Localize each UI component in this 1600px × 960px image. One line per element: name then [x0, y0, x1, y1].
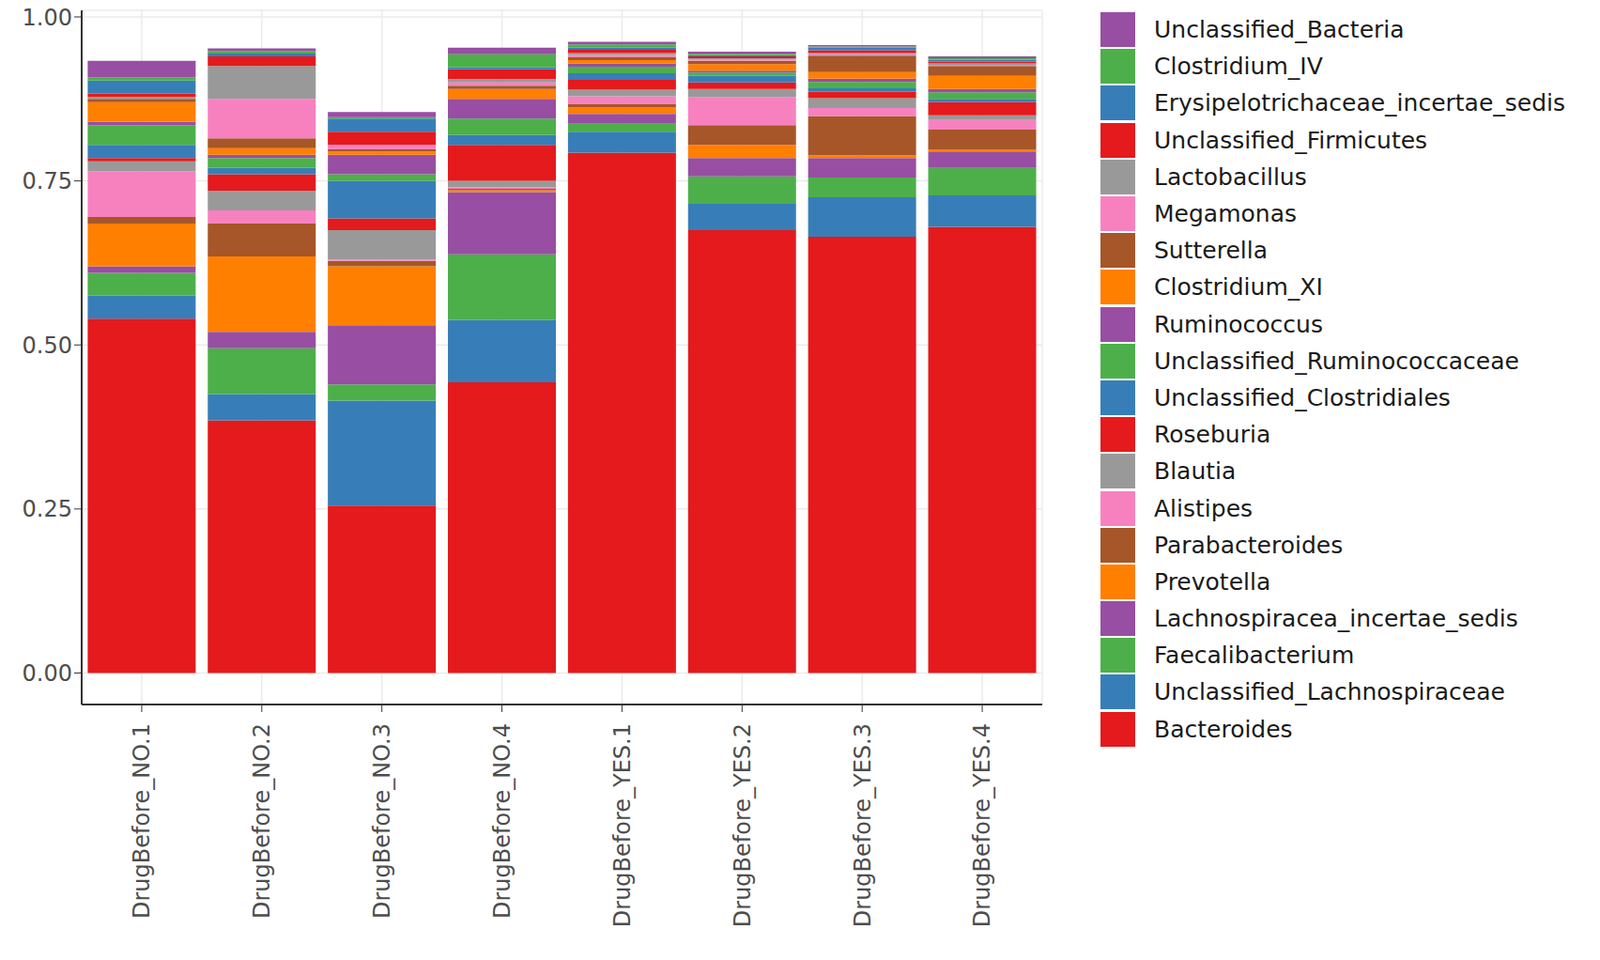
- html-text:Erysipelotrichaceae_incertae_s: Erysipelotrichaceae_incertae_sedis: [1153, 89, 1566, 117]
- svg-text:DrugBefore_YES.3: DrugBefore_YES.3: [849, 723, 877, 927]
- svg-text:DrugBefore_NO.4: DrugBefore_NO.4: [489, 723, 516, 919]
- html-text:Unclassified_Bacteria: Unclassified_Bacteria: [1153, 16, 1405, 44]
- html-text:Sutterella: Sutterella: [1153, 236, 1268, 265]
- svg-text:DrugBefore_YES.1: DrugBefore_YES.1: [609, 723, 636, 927]
- html-text:Unclassified_Firmicutes: Unclassified_Firmicutes: [1153, 126, 1428, 154]
- html-text:Faecalibacterium: Faecalibacterium: [1153, 641, 1355, 669]
- html-text:Lachnospiracea_incertae_sedis: Lachnospiracea_incertae_sedis: [1153, 604, 1519, 633]
- html-text:Lactobacillus: Lactobacillus: [1153, 163, 1307, 191]
- html-text:Unclassified_Ruminococcaceae: Unclassified_Ruminococcaceae: [1153, 347, 1520, 375]
- html-text:Bacteroides: Bacteroides: [1153, 715, 1293, 743]
- svg-text:DrugBefore_NO.1: DrugBefore_NO.1: [128, 723, 155, 919]
- html-text:Prevotella: Prevotella: [1153, 567, 1271, 596]
- html-text:Alistipes: Alistipes: [1153, 494, 1253, 522]
- svg-text:0.00: 0.00: [22, 660, 73, 687]
- html-text:Unclassified_Clostridiales: Unclassified_Clostridiales: [1153, 384, 1451, 412]
- svg-text:DrugBefore_YES.4: DrugBefore_YES.4: [969, 723, 996, 927]
- html-text:Ruminococcus: Ruminococcus: [1153, 310, 1323, 338]
- html-text:Clostridium_XI: Clostridium_XI: [1153, 273, 1323, 301]
- svg-text:DrugBefore_NO.3: DrugBefore_NO.3: [369, 723, 396, 919]
- svg-text:1.00: 1.00: [22, 4, 73, 31]
- html-text:Blautia: Blautia: [1153, 457, 1236, 485]
- html-text:Roseburia: Roseburia: [1153, 420, 1271, 449]
- svg-text:DrugBefore_YES.2: DrugBefore_YES.2: [729, 723, 756, 927]
- html-text:Parabacteroides: Parabacteroides: [1153, 531, 1343, 559]
- svg-text:0.75: 0.75: [22, 168, 73, 195]
- html-text:Unclassified_Lachnospiraceae: Unclassified_Lachnospiraceae: [1153, 678, 1506, 706]
- html-text:Megamonas: Megamonas: [1153, 200, 1297, 228]
- html-text:Clostridium_IV: Clostridium_IV: [1153, 52, 1323, 81]
- svg-text:0.25: 0.25: [22, 495, 73, 523]
- svg-text:DrugBefore_NO.2: DrugBefore_NO.2: [248, 723, 276, 919]
- svg-text:0.50: 0.50: [22, 332, 73, 359]
